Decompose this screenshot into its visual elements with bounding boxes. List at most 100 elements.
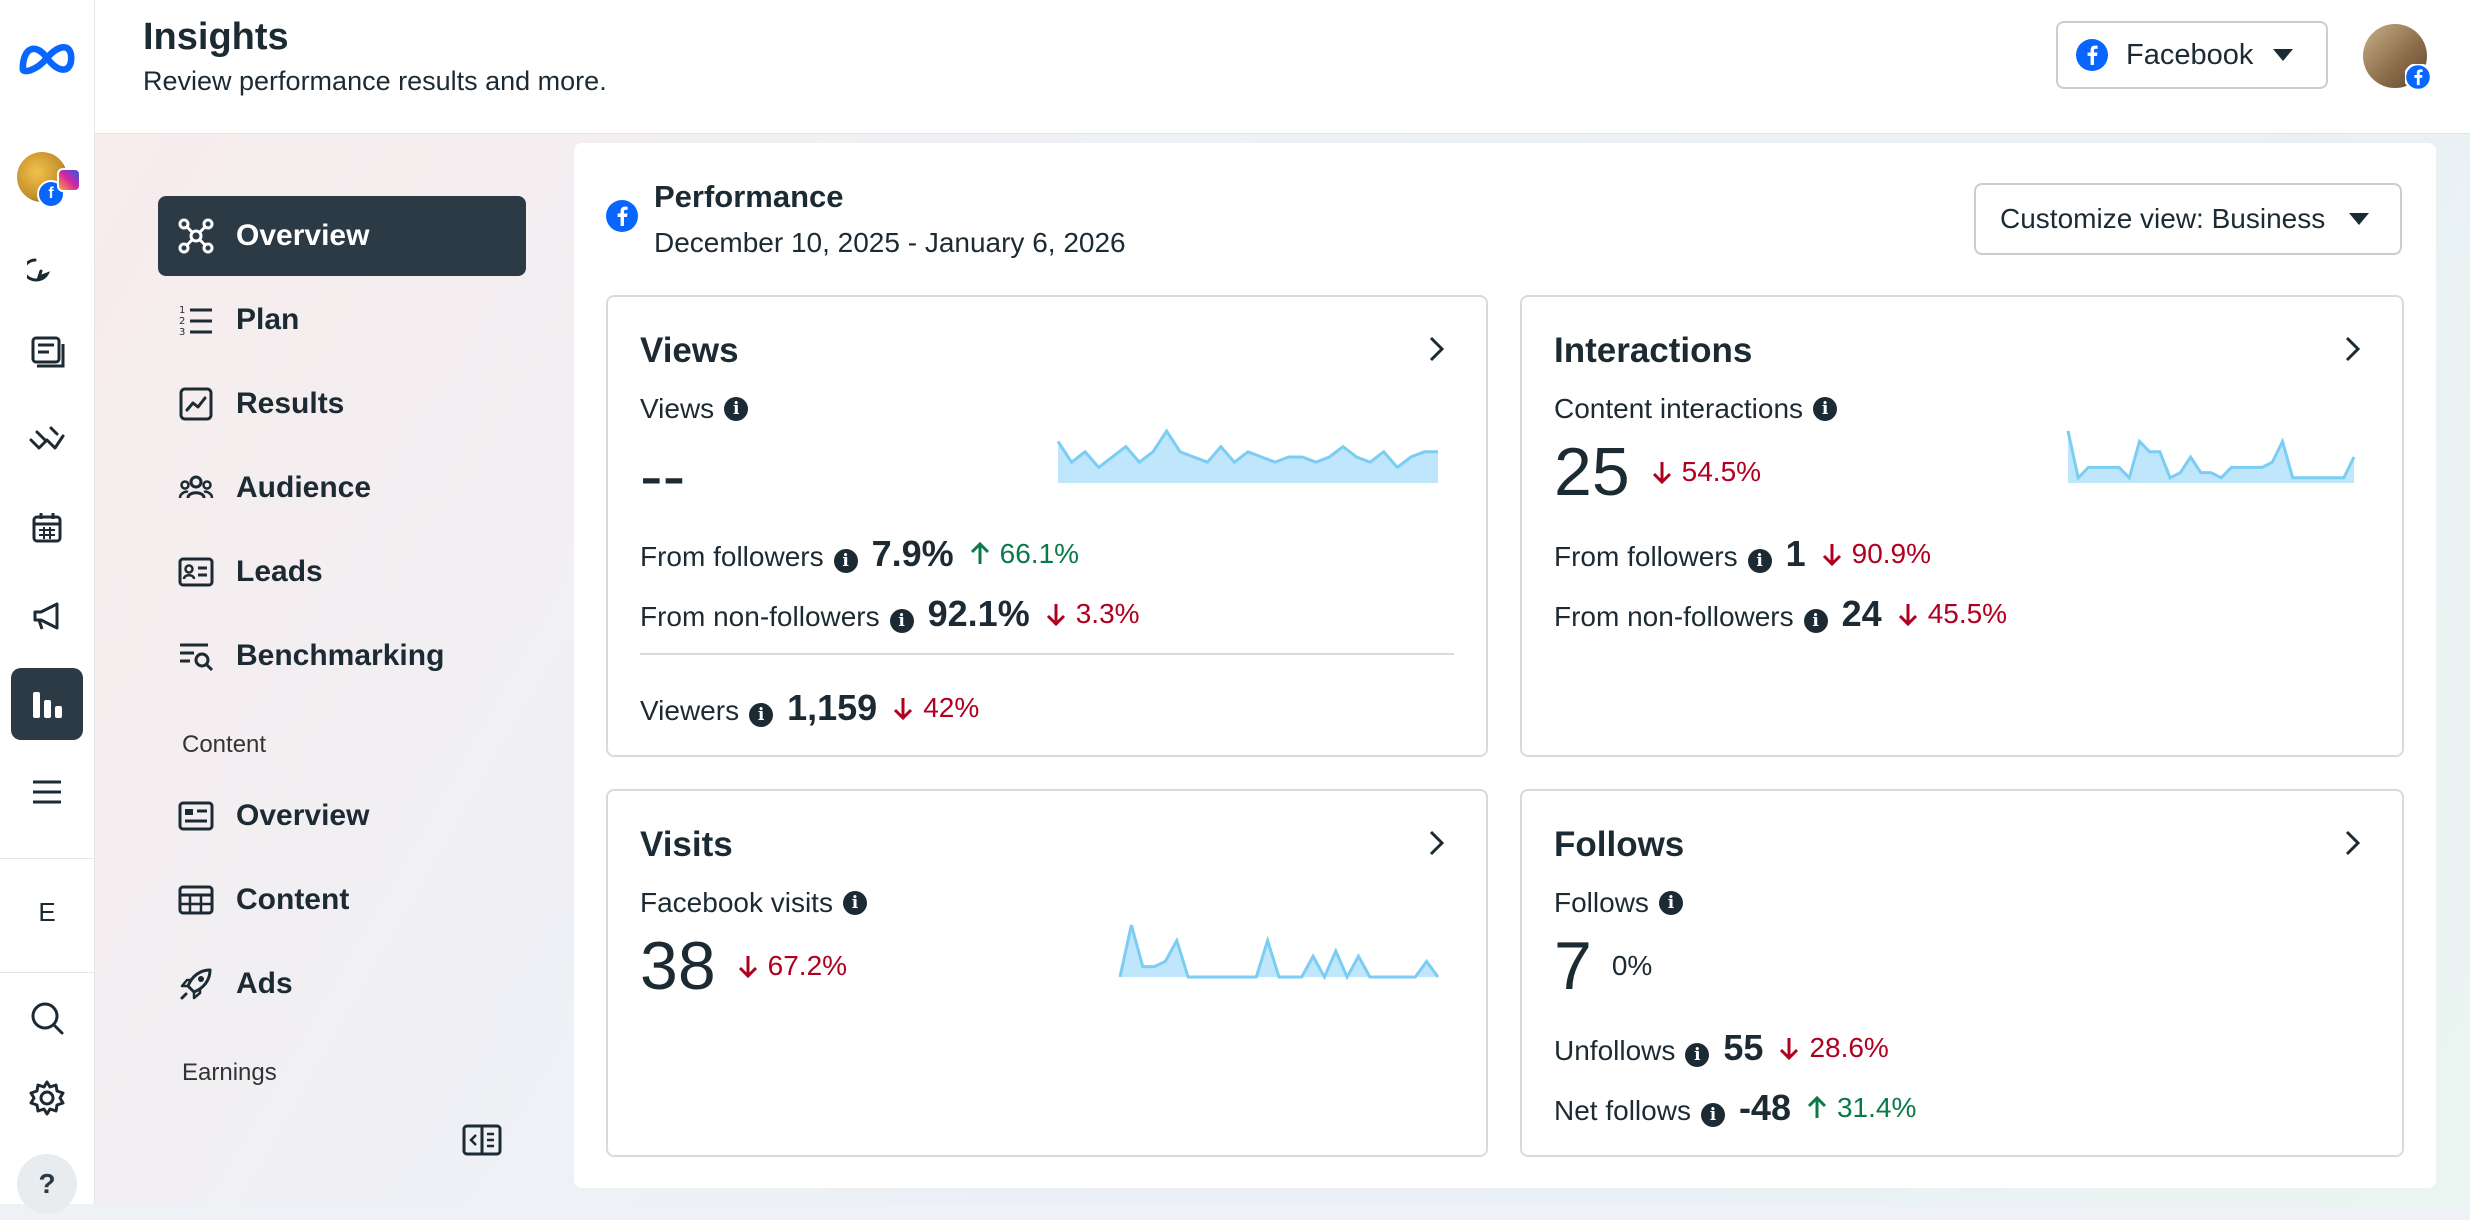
row-label: From non-followers bbox=[1554, 601, 1794, 632]
inbox-icon[interactable] bbox=[11, 230, 83, 302]
calendar-icon[interactable] bbox=[11, 492, 83, 564]
help-button[interactable]: ? bbox=[11, 1148, 83, 1220]
insights-icon[interactable] bbox=[11, 668, 83, 740]
nav-section-earnings: Earnings bbox=[182, 1059, 277, 1086]
interactions-value: 25 bbox=[1554, 434, 1630, 510]
posts-icon[interactable] bbox=[11, 316, 83, 388]
arrow-down-icon bbox=[1822, 544, 1841, 566]
table-icon bbox=[178, 882, 214, 918]
date-range: December 10, 2025 - January 6, 2026 bbox=[654, 227, 1126, 258]
megaphone-icon[interactable] bbox=[11, 580, 83, 652]
net-follows-row: Net follows i -48 31.4% bbox=[1554, 1087, 1916, 1129]
views-sparkline bbox=[1056, 428, 1438, 483]
facebook-icon bbox=[606, 200, 638, 232]
row-label: From followers bbox=[640, 541, 824, 572]
info-icon[interactable]: i bbox=[1658, 891, 1683, 915]
info-icon[interactable]: i bbox=[724, 397, 749, 421]
info-icon[interactable]: i bbox=[1803, 609, 1828, 633]
nav-benchmarking[interactable]: Benchmarking bbox=[158, 616, 526, 696]
nav-label: Overview bbox=[236, 219, 370, 252]
nav-label: Plan bbox=[236, 303, 300, 336]
arrow-down-icon bbox=[894, 698, 913, 720]
sparkline-line bbox=[1118, 924, 1440, 981]
nav-label: Content bbox=[236, 883, 350, 916]
delta-value: 90.9% bbox=[1851, 538, 1932, 569]
nav-label: Benchmarking bbox=[236, 639, 445, 672]
performance-panel: Performance December 10, 2025 - January … bbox=[574, 143, 2436, 1188]
delta-down: 90.9% bbox=[1822, 538, 1931, 570]
account-initial: E bbox=[38, 896, 56, 927]
content-overview-icon bbox=[178, 798, 214, 834]
caret-down-icon bbox=[2273, 49, 2294, 61]
nav-overview[interactable]: Overview bbox=[158, 196, 526, 276]
info-icon[interactable]: i bbox=[1813, 397, 1838, 421]
gear-icon[interactable] bbox=[11, 1062, 83, 1134]
row-label: Viewers bbox=[640, 695, 740, 726]
app-rail: f E ? bbox=[0, 0, 95, 1214]
row-value: 55 bbox=[1723, 1027, 1764, 1068]
views-from-followers-row: From followers i 7.9% 66.1% bbox=[640, 533, 1079, 575]
row-value: 7.9% bbox=[871, 533, 954, 574]
unfollows-row: Unfollows i 55 28.6% bbox=[1554, 1027, 1889, 1069]
info-icon[interactable]: i bbox=[1685, 1043, 1710, 1067]
row-label: Unfollows bbox=[1554, 1035, 1676, 1066]
info-icon[interactable]: i bbox=[749, 703, 774, 727]
interactions-from-nonfollowers-row: From non-followers i 24 45.5% bbox=[1554, 593, 2007, 635]
search-icon[interactable] bbox=[11, 982, 83, 1054]
row-value: 92.1% bbox=[927, 593, 1030, 634]
arrow-up-icon bbox=[1807, 1096, 1827, 1118]
info-icon[interactable]: i bbox=[1700, 1103, 1725, 1127]
delta-down: 54.5% bbox=[1652, 456, 1761, 488]
nav-results[interactable]: Results bbox=[158, 364, 526, 444]
menu-icon[interactable] bbox=[11, 756, 83, 828]
platform-selector[interactable]: Facebook bbox=[2056, 21, 2328, 89]
platform-selector-label: Facebook bbox=[2126, 38, 2254, 71]
nav-label: Audience bbox=[236, 471, 372, 504]
delta-up: 31.4% bbox=[1807, 1092, 1916, 1124]
info-icon[interactable]: i bbox=[833, 549, 858, 573]
arrow-down-icon bbox=[738, 956, 757, 978]
delta-down: 67.2% bbox=[738, 950, 847, 982]
audience-icon bbox=[178, 470, 214, 506]
chevron-right-icon[interactable] bbox=[1428, 829, 1446, 857]
nav-content-overview[interactable]: Overview bbox=[158, 776, 526, 856]
card-title: Visits bbox=[640, 825, 733, 864]
results-icon bbox=[178, 386, 214, 422]
nav-audience[interactable]: Audience bbox=[158, 448, 526, 528]
interactions-card[interactable]: Interactions Content interactions i 25 5… bbox=[1520, 295, 2404, 757]
nav-leads[interactable]: Leads bbox=[158, 532, 526, 612]
chevron-right-icon[interactable] bbox=[2344, 829, 2362, 857]
nav-ads[interactable]: Ads bbox=[158, 944, 526, 1024]
account-switcher[interactable]: E bbox=[11, 876, 83, 948]
leads-icon bbox=[178, 554, 214, 590]
row-label: Net follows bbox=[1554, 1095, 1691, 1126]
card-title: Views bbox=[640, 331, 739, 370]
delta-value: 66.1% bbox=[999, 538, 1080, 569]
meta-logo-icon[interactable] bbox=[11, 22, 83, 94]
nav-section-content: Content bbox=[182, 731, 267, 758]
account-avatar[interactable]: f bbox=[11, 140, 83, 212]
arrow-down-icon bbox=[1898, 604, 1917, 626]
follows-card[interactable]: Follows Follows i 7 0% Unfollows i 55 28… bbox=[1520, 789, 2404, 1157]
nav-label: Results bbox=[236, 387, 345, 420]
delta-value: 3.3% bbox=[1075, 598, 1140, 629]
chevron-right-icon[interactable] bbox=[1428, 335, 1446, 363]
profile-avatar[interactable] bbox=[2363, 24, 2431, 90]
info-icon[interactable]: i bbox=[889, 609, 914, 633]
views-from-nonfollowers-row: From non-followers i 92.1% 3.3% bbox=[640, 593, 1140, 635]
facebook-badge-icon bbox=[2405, 64, 2431, 90]
views-card[interactable]: Views Views i -- From followers i 7.9% 6… bbox=[606, 295, 1488, 757]
benchmarking-icon bbox=[178, 638, 214, 674]
customize-view-dropdown[interactable]: Customize view: Business bbox=[1974, 183, 2402, 255]
info-icon[interactable]: i bbox=[842, 891, 867, 915]
visits-card[interactable]: Visits Facebook visits i 38 67.2% bbox=[606, 789, 1488, 1157]
visits-sparkline bbox=[1118, 924, 1440, 981]
chevron-right-icon[interactable] bbox=[2344, 335, 2362, 363]
partnerships-icon[interactable] bbox=[11, 404, 83, 476]
collapse-sidebar-icon[interactable] bbox=[462, 1124, 502, 1161]
info-icon[interactable]: i bbox=[1747, 549, 1772, 573]
nav-content[interactable]: Content bbox=[158, 860, 526, 940]
sparkline-line bbox=[2066, 430, 2356, 481]
